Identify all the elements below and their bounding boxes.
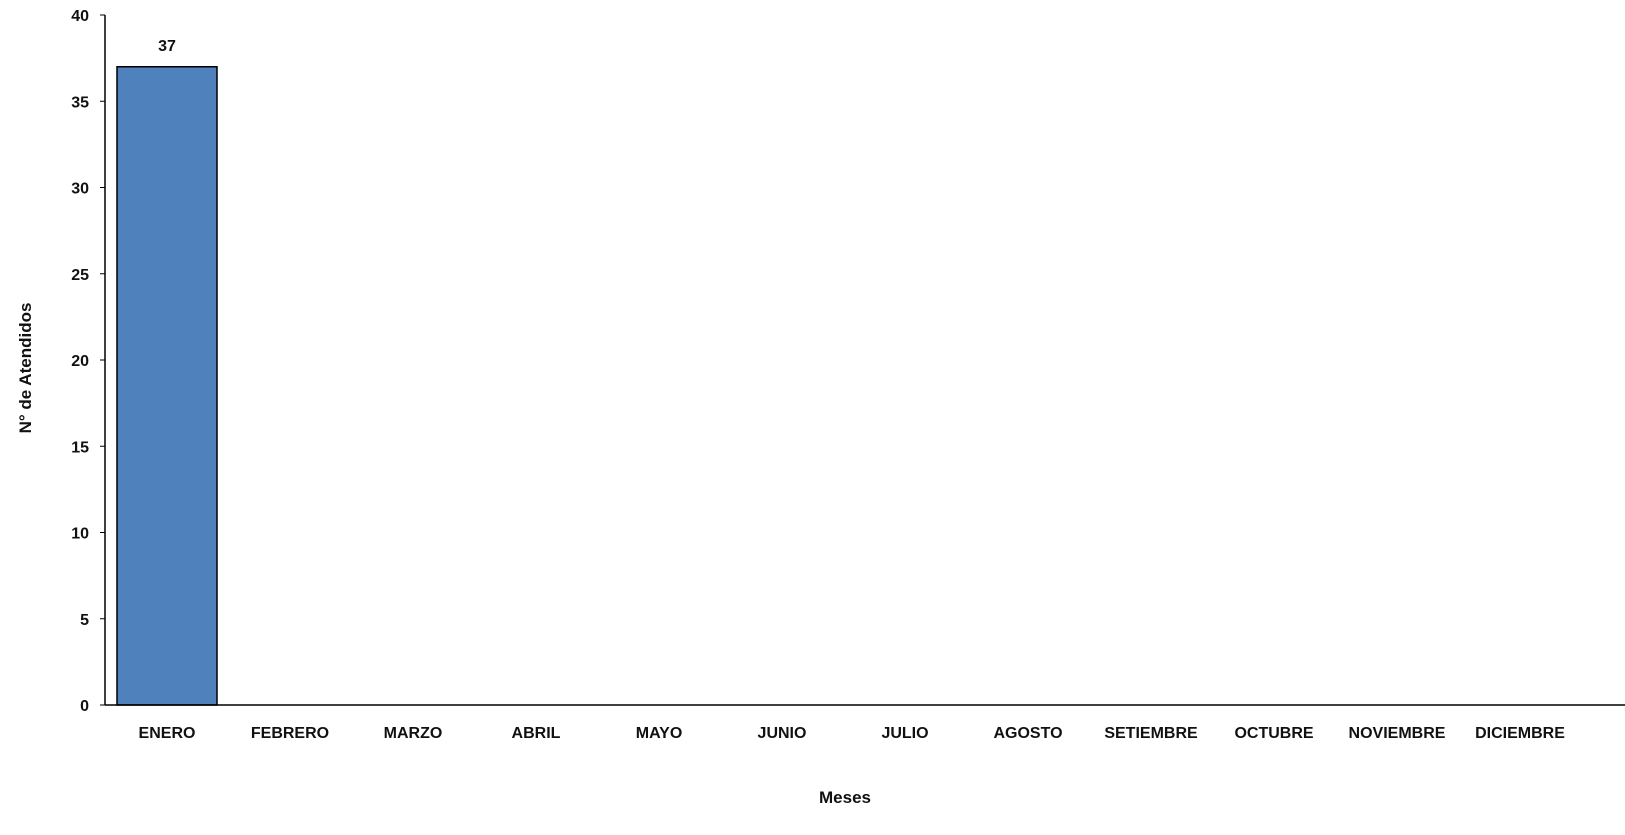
y-tick-label: 40 xyxy=(71,8,89,25)
data-label-enero: 37 xyxy=(158,38,176,55)
x-tick-label: OCTUBRE xyxy=(1234,725,1313,742)
x-axis-ticks: ENERO FEBRERO MARZO ABRIL MAYO JUNIO JULIO AGOS… xyxy=(139,725,1566,742)
x-tick-label: MARZO xyxy=(384,725,443,742)
x-tick-label: SETIEMBRE xyxy=(1104,725,1198,742)
x-tick-label: FEBRERO xyxy=(251,725,329,742)
y-axis-title: N° de Atendidos xyxy=(16,303,35,434)
x-axis-title: Meses xyxy=(819,788,871,807)
y-tick-label: 25 xyxy=(71,267,89,284)
x-tick-label: ABRIL xyxy=(512,725,561,742)
y-tick-label: 5 xyxy=(80,612,89,629)
x-tick-label: DICIEMBRE xyxy=(1475,725,1565,742)
x-tick-label: ENERO xyxy=(139,725,196,742)
bars-group xyxy=(116,66,218,706)
x-tick-label: AGOSTO xyxy=(993,725,1062,742)
x-tick-label: JUNIO xyxy=(758,725,807,742)
x-tick-label: JULIO xyxy=(881,725,928,742)
y-tick-label: 10 xyxy=(71,526,89,543)
y-axis-ticks: 0 5 10 15 20 25 30 35 40 xyxy=(71,8,105,715)
x-tick-label: NOVIEMBRE xyxy=(1349,725,1446,742)
y-tick-label: 35 xyxy=(71,94,89,111)
y-tick-label: 20 xyxy=(71,353,89,370)
data-labels-group: 37 xyxy=(158,38,176,55)
x-tick-label: MAYO xyxy=(636,725,683,742)
bar-enero xyxy=(116,66,218,706)
y-tick-label: 30 xyxy=(71,181,89,198)
y-tick-label: 0 xyxy=(80,698,89,715)
y-tick-label: 15 xyxy=(71,439,89,456)
